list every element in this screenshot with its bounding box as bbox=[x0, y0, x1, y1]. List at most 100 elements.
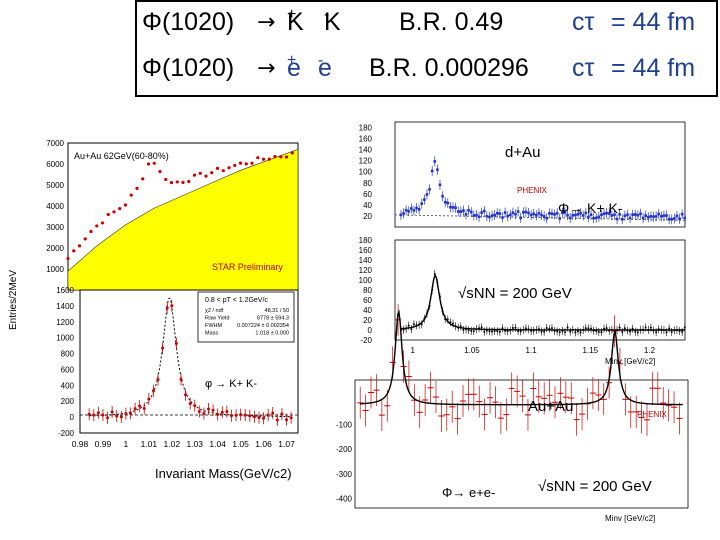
phi-kk-annotation: φ → K+ K- bbox=[205, 378, 257, 390]
branching-ratio: B.R. 0.49 bbox=[399, 8, 504, 36]
background-area bbox=[67, 148, 299, 291]
stats-value: 8778 ± 594.3 bbox=[257, 316, 289, 322]
spectrum-point bbox=[579, 211, 582, 215]
arrow-icon: → bbox=[257, 56, 276, 81]
y-tick-label: 60 bbox=[363, 190, 372, 199]
spectrum-point bbox=[490, 214, 494, 217]
spectrum-point bbox=[446, 201, 450, 205]
signal-point bbox=[135, 186, 139, 190]
spectrum-point bbox=[545, 216, 549, 220]
spectrum-point bbox=[556, 330, 559, 333]
signal-point bbox=[266, 413, 270, 417]
x-tick-label: 1.05 bbox=[232, 439, 249, 449]
spectrum-point bbox=[493, 330, 496, 333]
spectrum-point bbox=[454, 206, 457, 210]
signal-point bbox=[123, 203, 128, 207]
y-tick-label: 0 bbox=[70, 413, 75, 422]
y-tick-label: 400 bbox=[61, 381, 75, 390]
y-tick-label: 3000 bbox=[46, 223, 64, 232]
spectrum-point bbox=[532, 212, 536, 216]
signal-point bbox=[289, 416, 293, 420]
signal-point bbox=[290, 151, 294, 155]
spectrum-point bbox=[683, 216, 687, 220]
spectrum-point bbox=[452, 322, 454, 325]
spectrum-point bbox=[449, 205, 452, 209]
spectrum-point bbox=[511, 326, 514, 329]
y-tick-label: -200 bbox=[336, 445, 353, 454]
peak-fit bbox=[400, 273, 685, 331]
phi-ee-annotation: Φ→ e+e- bbox=[442, 485, 495, 500]
spectrum-point bbox=[540, 330, 543, 333]
signal-point bbox=[158, 169, 162, 174]
spectrum-point bbox=[459, 325, 462, 328]
x-tick-label: 1 bbox=[124, 439, 129, 449]
spectrum-point bbox=[503, 211, 507, 214]
spectrum-point bbox=[579, 331, 582, 334]
star-panel-title: Au+Au 62GeV(60-80%) bbox=[74, 151, 169, 161]
branching-ratio: B.R. 0.000296 bbox=[369, 54, 529, 82]
product-1-name: K bbox=[287, 8, 304, 36]
x-tick-label: 1.04 bbox=[209, 439, 226, 449]
spectrum-point bbox=[673, 217, 676, 220]
spectrum-point bbox=[550, 327, 553, 330]
spectrum-point bbox=[670, 330, 673, 333]
spectrum-point bbox=[456, 210, 460, 213]
spectrum-point bbox=[423, 198, 426, 201]
signal-point bbox=[234, 413, 238, 417]
y-tick-label: 200 bbox=[61, 397, 75, 406]
spectrum-point bbox=[631, 213, 634, 216]
y-tick-label: 20 bbox=[363, 212, 372, 221]
product-1-name: e bbox=[287, 54, 301, 82]
y-tick-label: 1600 bbox=[56, 286, 74, 295]
signal-point bbox=[119, 415, 123, 419]
spectrum-point bbox=[652, 215, 655, 218]
spectrum-point bbox=[644, 214, 648, 217]
spectrum-point bbox=[417, 208, 421, 211]
energy-label: √sNN = 200 GeV bbox=[538, 478, 652, 495]
signal-point bbox=[275, 418, 279, 422]
x-tick-label: 1.03 bbox=[186, 439, 203, 449]
spectrum-point bbox=[618, 326, 621, 329]
signal-point bbox=[238, 161, 243, 165]
y-tick-label: -300 bbox=[336, 470, 353, 479]
spectrum-point bbox=[543, 330, 546, 333]
peak-fit bbox=[360, 309, 683, 406]
signal-point bbox=[175, 180, 179, 184]
spectrum-point bbox=[524, 327, 527, 330]
signal-point bbox=[210, 171, 214, 175]
y-tick-label: 20 bbox=[363, 316, 372, 325]
spectrum-point bbox=[485, 215, 489, 218]
signal-point bbox=[115, 414, 119, 418]
spectrum-point bbox=[558, 217, 562, 220]
signal-point bbox=[280, 412, 284, 416]
spectrum-point bbox=[654, 215, 658, 218]
spectrum-point bbox=[683, 326, 686, 329]
signal-point bbox=[184, 393, 188, 397]
spectrum-point bbox=[516, 210, 520, 213]
spectrum-point bbox=[430, 169, 434, 173]
system-label: Au+Au bbox=[528, 398, 573, 415]
spectrum-point bbox=[607, 212, 611, 215]
signal-point bbox=[181, 180, 185, 185]
y-tick-label: -400 bbox=[336, 494, 353, 503]
y-tick-label: 800 bbox=[61, 350, 75, 359]
stats-label: Raw Yield bbox=[205, 316, 229, 322]
spectrum-point bbox=[462, 209, 465, 212]
signal-point bbox=[248, 414, 252, 418]
signal-point bbox=[244, 162, 248, 166]
spectrum-point bbox=[402, 212, 405, 215]
spectrum-point bbox=[592, 216, 595, 220]
spectrum-point bbox=[537, 211, 541, 215]
y-tick-labels: 20406080100120140160180-2002040608010012… bbox=[359, 124, 373, 345]
spectrum-point bbox=[561, 211, 564, 215]
product-2-charge: - bbox=[324, 6, 330, 23]
signal-point bbox=[193, 404, 197, 408]
signal-point bbox=[187, 179, 191, 184]
signal-point bbox=[142, 406, 146, 410]
y-tick-label: -20 bbox=[360, 336, 372, 345]
spectrum-point bbox=[574, 331, 577, 334]
spectrum-point bbox=[558, 331, 561, 334]
decay-info-box: Φ(1020) → K + K- B.R. 0.49 cτ = 44 fm Φ(1… bbox=[135, 0, 718, 97]
spectrum-point bbox=[480, 211, 483, 214]
spectrum-point bbox=[425, 193, 429, 196]
